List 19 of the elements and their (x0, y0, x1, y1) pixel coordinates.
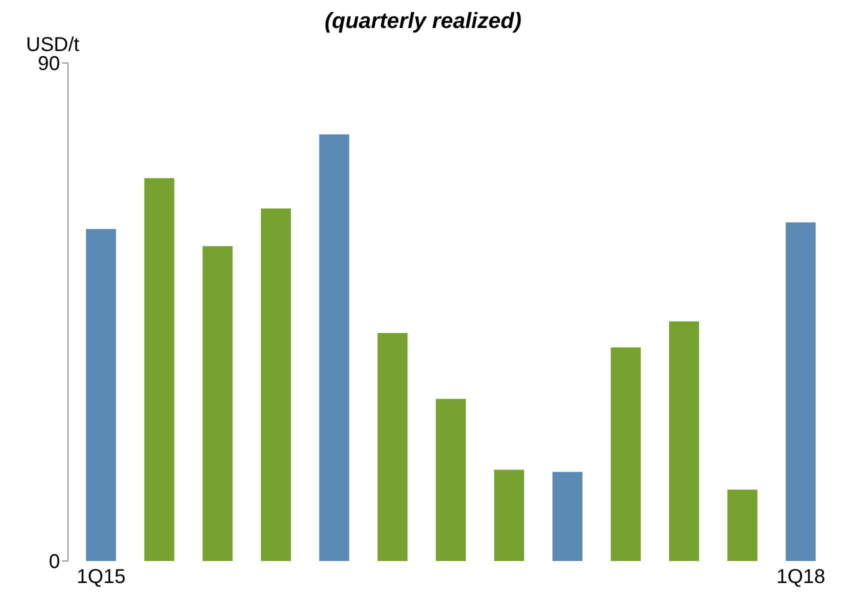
chart-subtitle: (quarterly realized) (324, 8, 522, 34)
bar (494, 470, 524, 561)
bar (378, 333, 408, 561)
x-tick-label: 1Q15 (76, 566, 126, 588)
y-axis-title: USD/t (26, 34, 80, 56)
bar (786, 222, 816, 561)
bar (669, 321, 700, 561)
bar (552, 472, 582, 561)
bar (319, 134, 350, 561)
y-tick-label: 0 (48, 551, 60, 574)
bar (144, 178, 174, 561)
x-tick-label: 1Q18 (776, 566, 826, 588)
y-tick-label: 90 (38, 53, 60, 76)
bar (727, 490, 758, 561)
bar (610, 347, 641, 561)
bar (86, 229, 116, 561)
bar (202, 246, 233, 561)
bar (260, 208, 291, 561)
bar (436, 398, 466, 561)
